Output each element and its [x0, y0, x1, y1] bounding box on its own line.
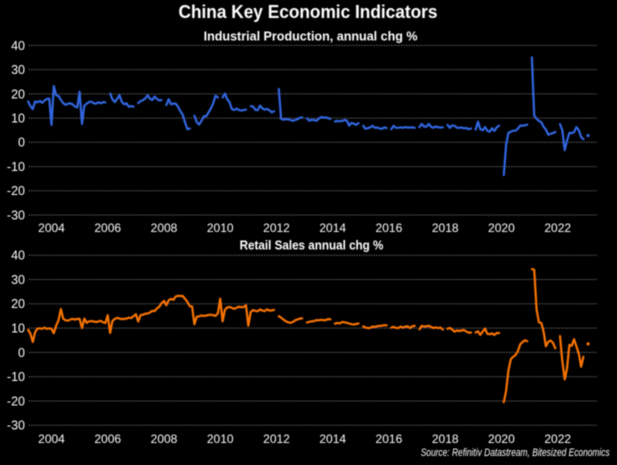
svg-text:2008: 2008	[151, 432, 178, 446]
svg-text:Industrial Production, annual: Industrial Production, annual chg %	[204, 29, 418, 44]
svg-text:2022: 2022	[544, 221, 571, 235]
svg-text:40: 40	[11, 249, 25, 263]
svg-text:10: 10	[11, 112, 25, 126]
svg-text:2008: 2008	[151, 221, 178, 235]
svg-text:Retail Sales annual chg %: Retail Sales annual chg %	[240, 238, 384, 253]
svg-text:-20: -20	[7, 184, 25, 198]
svg-text:-30: -30	[7, 208, 25, 222]
svg-text:2010: 2010	[207, 221, 234, 235]
svg-text:2018: 2018	[432, 432, 459, 446]
svg-text:20: 20	[11, 87, 25, 101]
svg-text:-20: -20	[7, 394, 25, 408]
svg-text:30: 30	[11, 63, 25, 77]
svg-text:2016: 2016	[376, 221, 403, 235]
svg-text:2006: 2006	[94, 221, 121, 235]
svg-text:2012: 2012	[263, 221, 290, 235]
svg-text:2004: 2004	[38, 432, 65, 446]
svg-text:0: 0	[18, 346, 25, 360]
svg-text:2018: 2018	[432, 221, 459, 235]
svg-text:-30: -30	[7, 419, 25, 433]
svg-text:2006: 2006	[94, 432, 121, 446]
svg-text:2014: 2014	[319, 432, 346, 446]
svg-text:Source: Refinitiv Datastream,: Source: Refinitiv Datastream, Bitesized …	[421, 447, 610, 459]
svg-text:-10: -10	[7, 160, 25, 174]
svg-text:2012: 2012	[263, 432, 290, 446]
svg-text:2020: 2020	[488, 432, 515, 446]
svg-text:2020: 2020	[488, 221, 515, 235]
svg-text:20: 20	[11, 297, 25, 311]
svg-text:China Key Economic Indicators: China Key Economic Indicators	[179, 1, 438, 22]
svg-text:0: 0	[18, 136, 25, 150]
svg-text:40: 40	[11, 39, 25, 53]
svg-text:2022: 2022	[544, 432, 571, 446]
svg-text:2004: 2004	[38, 221, 65, 235]
svg-text:10: 10	[11, 322, 25, 336]
svg-text:2014: 2014	[319, 221, 346, 235]
svg-text:30: 30	[11, 273, 25, 287]
svg-text:2010: 2010	[207, 432, 234, 446]
svg-text:2016: 2016	[376, 432, 403, 446]
svg-text:-10: -10	[7, 370, 25, 384]
